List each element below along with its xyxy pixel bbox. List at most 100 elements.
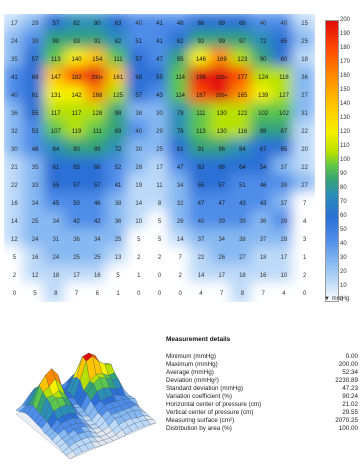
heatmap-cell xyxy=(271,264,297,286)
heatmap-cell xyxy=(188,264,214,286)
heatmap-cell xyxy=(230,264,255,286)
heatmap-cell-value: 25 xyxy=(73,255,80,261)
color-scale-legend: 200 190 180 170 160 150 140 130 120 110 100 90 80 70 6… xyxy=(322,14,360,314)
heatmap-cell xyxy=(230,30,255,52)
heatmap-cell xyxy=(292,138,315,160)
heatmap-cell-value: 34 xyxy=(177,183,184,189)
heatmap-cell-value: 5 xyxy=(33,291,37,297)
heatmap-cell-value: 72 xyxy=(260,39,267,45)
heatmap-cell xyxy=(250,48,276,70)
heatmap-cell xyxy=(167,84,193,106)
heatmap-cell-value: 0 xyxy=(13,291,17,297)
heatmap-cell-value: 69 xyxy=(32,75,39,81)
heatmap-cell-value: 42 xyxy=(73,219,80,225)
heatmap-cell-value: 29 xyxy=(156,129,163,135)
heatmap-cell-value: 26 xyxy=(218,255,225,261)
heatmap-cell-value: 5 xyxy=(137,237,141,243)
heatmap-cell xyxy=(271,174,297,196)
heatmap-cell-value: 65 xyxy=(281,147,288,153)
heatmap-cell-value: 177 xyxy=(237,75,248,81)
heatmap-cell-value: 34 xyxy=(218,237,225,243)
heatmap-cell xyxy=(250,156,276,178)
heatmap-cell xyxy=(22,14,48,34)
heatmap-cell-value: 47 xyxy=(156,57,163,63)
heatmap-cell-value: 66 xyxy=(239,21,246,27)
heatmap-cell-value: 18 xyxy=(239,273,246,279)
heatmap-cell-value: 61 xyxy=(32,93,39,99)
heatmap-cell-value: 5 xyxy=(158,219,162,225)
heatmap-cell-value: 22 xyxy=(11,183,18,189)
heatmap-cell-value: 128 xyxy=(92,111,103,117)
heatmap-cell xyxy=(84,210,110,232)
heatmap-cell-value: 63 xyxy=(198,165,205,171)
heatmap-cell-value: 34 xyxy=(32,201,39,207)
heatmap-cell xyxy=(105,138,131,160)
heatmap-cell-value: 169 xyxy=(217,57,228,63)
heatmap-cell-value: 30 xyxy=(135,147,142,153)
heatmap-cell-value: 111 xyxy=(196,111,206,117)
heatmap-cell xyxy=(209,66,235,88)
heatmap-cell-value: 55 xyxy=(198,183,205,189)
heatmap-cell-value: 7 xyxy=(220,291,224,297)
heatmap-cell-value: 92 xyxy=(198,39,205,45)
heatmap-cell-value: 48 xyxy=(177,21,184,27)
heatmap-cell xyxy=(4,156,27,178)
legend-tick-label: 140 xyxy=(340,101,351,107)
heatmap-cell-value: 90 xyxy=(260,57,267,63)
heatmap-cell-value: 40 xyxy=(198,219,205,225)
heatmap-cell-value: 182 xyxy=(72,75,83,81)
heatmap-cell xyxy=(292,210,315,232)
heatmap-cell xyxy=(147,156,172,178)
legend-tick-label: 130 xyxy=(340,115,351,121)
heatmap-cell-value: 10 xyxy=(281,273,288,279)
legend-tick-label: 110 xyxy=(340,143,350,149)
heatmap-cell xyxy=(147,192,172,214)
heatmap-cell xyxy=(64,210,89,232)
heatmap-cell xyxy=(105,246,131,268)
heatmap-cell xyxy=(126,282,152,302)
heatmap-cell xyxy=(188,48,214,70)
heatmap-cell-value: 39 xyxy=(281,183,288,189)
heatmap-cell xyxy=(64,14,89,34)
heatmap-cell xyxy=(22,264,48,286)
heatmap-cell xyxy=(84,246,110,268)
heatmap-cell xyxy=(250,30,276,52)
legend-tick-label: 100 xyxy=(340,157,351,163)
heatmap-cell xyxy=(84,282,110,302)
heatmap-cell-value: 36 xyxy=(301,75,308,81)
heatmap-cell xyxy=(84,48,110,70)
heatmap-cell-value: 57 xyxy=(218,183,225,189)
heatmap-cell xyxy=(4,120,27,142)
legend-tick-label: 10 xyxy=(340,283,347,289)
heatmap-cell xyxy=(292,66,315,88)
heatmap-cell-value: 24 xyxy=(32,237,39,243)
heatmap-cell-value: 62 xyxy=(177,39,184,45)
heatmap-cell-value: 0 xyxy=(158,273,162,279)
heatmap-cell-value: 165 xyxy=(237,93,248,99)
heatmap-cell xyxy=(209,264,235,286)
heatmap-cell-value: 24 xyxy=(11,39,18,45)
heatmap-cell-value: 82 xyxy=(115,39,122,45)
heatmap-cell-value: 18 xyxy=(301,57,308,63)
heatmap-cell-value: 69 xyxy=(218,21,225,27)
heatmap-cell xyxy=(209,174,235,196)
heatmap-cell-value: 15 xyxy=(301,21,308,27)
heatmap-cell-value: 40 xyxy=(281,21,288,27)
details-value: 100.00 xyxy=(338,425,358,432)
heatmap-cell-value: 24 xyxy=(52,255,59,261)
heatmap-cell xyxy=(84,156,110,178)
heatmap-cell-value: 2 xyxy=(137,255,141,261)
heatmap-cell-value: 25 xyxy=(301,39,308,45)
heatmap-cell-value: 113 xyxy=(51,57,61,63)
heatmap-cell-value: 46 xyxy=(260,183,267,189)
heatmap-cell xyxy=(84,138,110,160)
details-row: Standard deviation (mmHg) 47.23 xyxy=(166,385,360,393)
details-row: Maximum (mmHg) 200.00 xyxy=(166,361,360,369)
heatmap-cell-value: 6 xyxy=(96,291,100,297)
heatmap-cell-value: 17 xyxy=(156,165,163,171)
heatmap-cell xyxy=(250,210,276,232)
heatmap-cell xyxy=(292,120,315,142)
heatmap-cell xyxy=(105,102,131,124)
heatmap-cell-value: 57 xyxy=(73,183,80,189)
heatmap-cell-value: 37 xyxy=(198,237,205,243)
